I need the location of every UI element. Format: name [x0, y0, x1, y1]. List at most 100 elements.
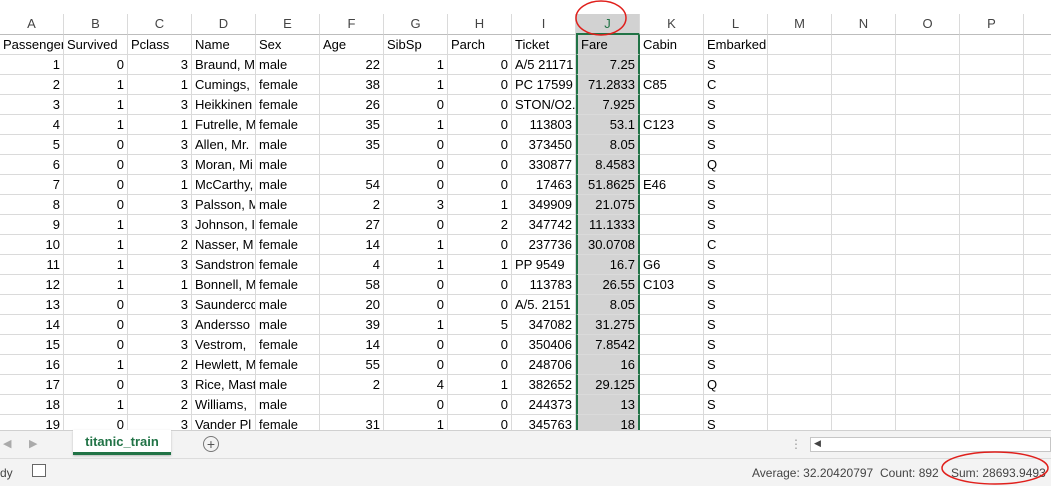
cell-text: 2 [128, 355, 192, 375]
cell [960, 415, 1024, 430]
cell-text: 3 [128, 255, 192, 275]
cell-text: 0 [448, 135, 512, 155]
scroll-arrow[interactable]: ◀ [814, 438, 821, 448]
cell [1024, 175, 1051, 195]
cell [832, 55, 896, 75]
cell [768, 275, 832, 295]
cell [832, 175, 896, 195]
cell [960, 375, 1024, 395]
cell-text: Vander Pl [192, 415, 256, 430]
cell [768, 175, 832, 195]
cell [768, 215, 832, 235]
cell [640, 215, 704, 235]
cell [768, 255, 832, 275]
cell-text: 330877 [512, 155, 576, 175]
cell [960, 335, 1024, 355]
cell-text: C123 [640, 115, 704, 135]
cell [832, 275, 896, 295]
cell [832, 415, 896, 430]
cell [896, 75, 960, 95]
cell-text: 1 [448, 375, 512, 395]
cell-text: 0 [64, 155, 128, 175]
cell-text: 22 [320, 55, 384, 75]
h-scrollbar[interactable]: ◀ [810, 437, 1051, 452]
cell-text: 58 [320, 275, 384, 295]
cell-text: 347082 [512, 315, 576, 335]
cell-text: 0 [448, 155, 512, 175]
cell-text: male [256, 55, 320, 75]
cell-text: Age [320, 35, 384, 55]
cell-text: 3 [128, 335, 192, 355]
cell-text: 16 [0, 355, 64, 375]
cell [896, 395, 960, 415]
cell-text: 0 [448, 295, 512, 315]
macro-icon[interactable] [32, 464, 46, 477]
cell-text: 7.25 [576, 55, 640, 75]
cell-text: 113803 [512, 115, 576, 135]
cell-text: Fare [576, 35, 640, 55]
cell [640, 375, 704, 395]
cell [832, 155, 896, 175]
cell-text: 15 [0, 335, 64, 355]
cell-text: female [256, 75, 320, 95]
status-sum: Sum: 28693.9493 [951, 466, 1046, 480]
cell-text: 0 [64, 375, 128, 395]
cell-text: 3 [128, 215, 192, 235]
cell [640, 95, 704, 115]
cell [832, 235, 896, 255]
column-header: N [832, 14, 896, 35]
cell-text: 0 [384, 175, 448, 195]
cell-text: 2 [448, 215, 512, 235]
cell [640, 295, 704, 315]
cell-text: 0 [448, 235, 512, 255]
cell [832, 95, 896, 115]
status-mode: dy [0, 466, 13, 480]
cell-text: 0 [64, 55, 128, 75]
cell-text: 26 [320, 95, 384, 115]
cell-text: 8 [0, 195, 64, 215]
column-header: J [576, 14, 640, 35]
scroll-right[interactable]: ▶ [29, 438, 38, 450]
cell-text: S [704, 215, 768, 235]
cell-text: S [704, 55, 768, 75]
cell-text: Passenger [0, 35, 64, 55]
scroll-left[interactable]: ◀ [3, 438, 12, 450]
column-header: D [192, 14, 256, 35]
cell [832, 215, 896, 235]
cell-text: 0 [64, 195, 128, 215]
column-header: L [704, 14, 768, 35]
column-header: H [448, 14, 512, 35]
cell-text: S [704, 395, 768, 415]
cell-text: 0 [448, 415, 512, 430]
cell [640, 315, 704, 335]
cell-text: Andersso [192, 315, 256, 335]
cell [896, 295, 960, 315]
cell-text: 10 [0, 235, 64, 255]
column-header: P [960, 14, 1024, 35]
cell-text: 113783 [512, 275, 576, 295]
cell-text: Pclass [128, 35, 192, 55]
cell-text: Futrelle, M [192, 115, 256, 135]
cell-text: McCarthy, [192, 175, 256, 195]
sheet-tab[interactable]: titanic_train [73, 430, 171, 455]
cell-text: 11.1333 [576, 215, 640, 235]
cell-text: 0 [384, 395, 448, 415]
cell-text: 3 [128, 95, 192, 115]
add-sheet[interactable]: + [203, 436, 219, 452]
splitter[interactable]: ⋮ [790, 437, 802, 451]
cell-text: female [256, 335, 320, 355]
cell [896, 315, 960, 335]
cell-text: S [704, 295, 768, 315]
cell-text: Cabin [640, 35, 704, 55]
cell-text: 0 [64, 135, 128, 155]
cell-text: S [704, 335, 768, 355]
cell [1024, 195, 1051, 215]
cell-text: Parch [448, 35, 512, 55]
cell-text: 13 [576, 395, 640, 415]
cell-text: male [256, 375, 320, 395]
cell [832, 295, 896, 315]
cell [1024, 315, 1051, 335]
cell-text: Name [192, 35, 256, 55]
cell-text: 18 [0, 395, 64, 415]
cell-text: 8.4583 [576, 155, 640, 175]
